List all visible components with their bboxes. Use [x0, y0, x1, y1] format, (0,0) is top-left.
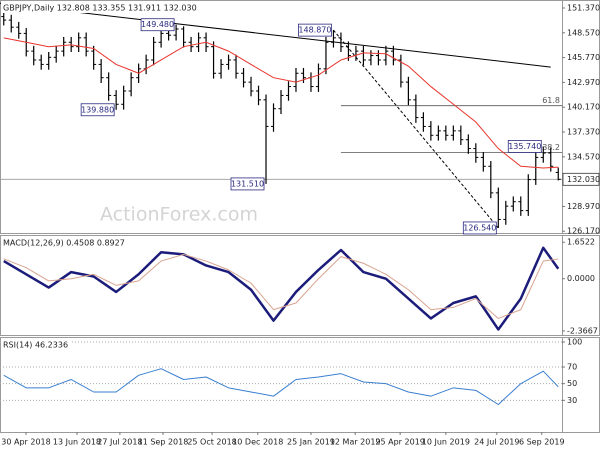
panel-frame [0, 235, 600, 336]
x-tick-label: 11 Sep 2018 [138, 438, 189, 447]
fib-label: 38.2 [542, 143, 560, 152]
y-tick-label: 128.970 [567, 202, 600, 211]
annotation-label: 148.870 [298, 26, 331, 35]
y-tick-label: 148.570 [567, 28, 600, 37]
x-tick-label: 30 Apr 2018 [1, 438, 50, 447]
watermark: ActionForex.com [100, 204, 258, 226]
x-tick-label: 10 Jun 2019 [422, 438, 470, 447]
y-tick-label: 142.970 [567, 78, 600, 87]
panel-title: GBPJPY,Daily 132.808 133.355 131.911 132… [3, 4, 197, 13]
annotation-label: 131.510 [231, 179, 264, 188]
y-tick-label: 1.6522 [567, 238, 595, 247]
y-tick-label: 151.370 [567, 3, 600, 12]
x-tick-label: 25 Oct 2018 [187, 438, 236, 447]
panel-title: RSI(14) 46.2336 [3, 341, 68, 350]
y-tick-label: 70 [567, 363, 577, 372]
fib-label: 61.8 [542, 96, 560, 105]
indicator-line [3, 253, 559, 319]
annotation-label: 139.880 [81, 105, 114, 114]
y-tick-label: 137.370 [567, 128, 600, 137]
annotation-label: 135.740 [508, 142, 541, 151]
y-tick-label: 140.170 [567, 103, 600, 112]
x-tick-label: 24 Jul 2019 [474, 438, 519, 447]
x-tick-label: 13 Jun 2018 [53, 438, 101, 447]
annotation-box [462, 221, 497, 235]
annotation-box [140, 18, 175, 32]
x-tick-label: 25 Jan 2019 [287, 438, 335, 447]
y-tick-label: 0.0000 [567, 274, 595, 283]
panel-title-bg [1, 339, 71, 350]
moving-average [3, 37, 559, 169]
x-tick-label: 25 Apr 2019 [375, 438, 424, 447]
x-tick-label: 27 Jul 2018 [97, 438, 142, 447]
panel-frame [0, 337, 600, 433]
y-tick-label: 30 [567, 396, 577, 405]
panel-title-bg [1, 2, 199, 13]
indicator-line [3, 246, 560, 331]
last-price-tag [562, 172, 600, 186]
indicator-line [3, 368, 559, 405]
y-tick-label: 134.570 [567, 152, 600, 161]
y-tick-label: 50 [567, 379, 577, 388]
last-price-label: 132.030 [567, 175, 600, 184]
annotation-box [230, 177, 265, 191]
annotation-label: 149.480 [141, 20, 174, 29]
panel-title: MACD(12,26,9) 0.4508 0.8927 [3, 239, 125, 248]
annotation-box [507, 140, 542, 153]
trend-line [333, 29, 499, 229]
y-tick-label: 126.170 [567, 227, 600, 236]
panel-title-bg [1, 237, 127, 248]
y-tick-label: -2.3667 [567, 326, 598, 335]
annotation-label: 126.540 [463, 223, 496, 232]
y-tick-label: 145.770 [567, 53, 600, 62]
annotation-box [80, 103, 115, 117]
x-tick-label: 10 Dec 2018 [232, 438, 283, 447]
y-tick-label: 100 [567, 338, 582, 347]
x-tick-label: 12 Mar 2019 [330, 438, 381, 447]
trend-line [0, 2, 551, 68]
x-tick-label: 6 Sep 2019 [519, 438, 565, 447]
annotation-box [298, 23, 332, 37]
